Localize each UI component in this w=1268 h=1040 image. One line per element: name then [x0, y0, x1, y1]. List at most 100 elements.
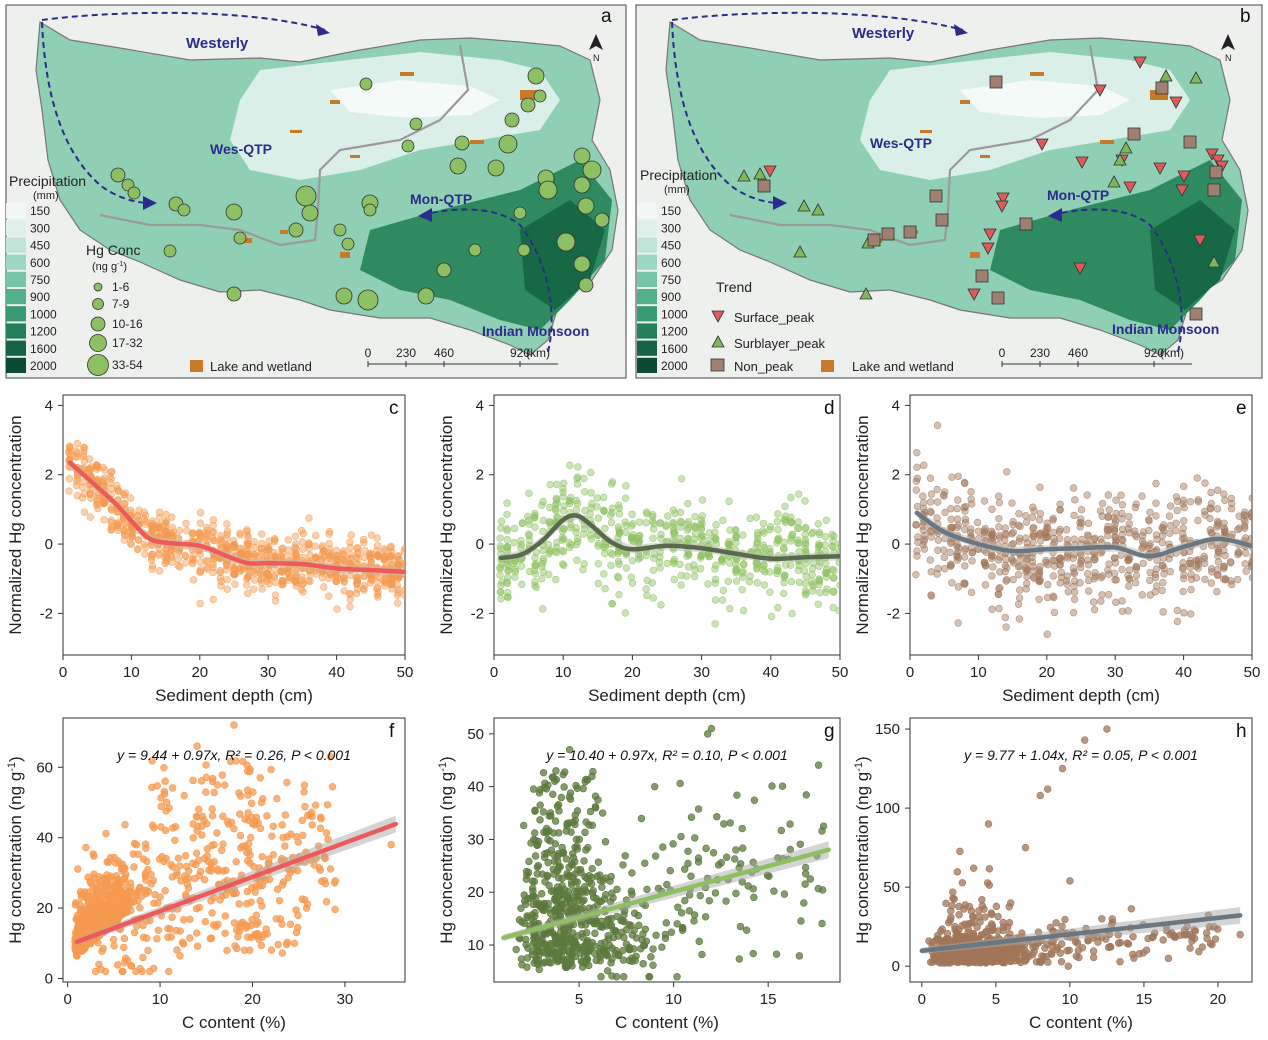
data-point [988, 572, 996, 580]
data-point [662, 919, 671, 927]
data-point [711, 575, 720, 584]
data-point [914, 538, 922, 546]
data-point [622, 551, 631, 559]
data-point [189, 859, 197, 868]
data-point [591, 929, 599, 938]
data-point [733, 791, 741, 799]
data-point [1097, 597, 1105, 605]
data-point [1057, 568, 1065, 577]
data-point [801, 587, 810, 595]
data-point [1152, 531, 1161, 539]
data-point [304, 541, 313, 549]
westerly-arrow-a [41, 11, 326, 31]
data-point [608, 508, 616, 517]
data-point [301, 896, 309, 904]
data-point [573, 807, 582, 815]
panel-letter: d [824, 398, 835, 419]
subsurface-peak-site [859, 287, 873, 300]
data-point [761, 568, 769, 576]
hg-site [288, 222, 304, 238]
data-point [554, 874, 563, 882]
surface-peak-site [981, 242, 995, 255]
data-point [78, 483, 87, 492]
data-point [684, 499, 692, 508]
data-point [1070, 511, 1078, 520]
data-point [690, 535, 698, 543]
data-point [836, 539, 840, 548]
data-point [1158, 586, 1166, 595]
data-point [153, 935, 161, 943]
data-point [114, 487, 123, 495]
data-point [380, 582, 389, 590]
data-point [1118, 501, 1127, 509]
data-point [1214, 548, 1223, 557]
westerly-label-a: Westerly [186, 35, 249, 52]
data-point [573, 842, 581, 850]
data-point [346, 602, 354, 611]
data-point [179, 940, 188, 948]
data-point [608, 550, 617, 559]
data-point [628, 931, 637, 939]
data-point [666, 867, 674, 875]
data-point [1192, 562, 1201, 571]
data-point [381, 579, 390, 587]
data-point [989, 563, 997, 571]
data-point [1056, 500, 1064, 508]
data-point [135, 536, 143, 544]
data-point [161, 826, 170, 835]
data-point [531, 577, 539, 586]
y-tick-label: 2 [892, 467, 900, 484]
data-point [573, 480, 582, 488]
data-point [1214, 558, 1223, 566]
data-point [953, 551, 961, 559]
lakes-a [240, 72, 538, 258]
data-point [519, 821, 528, 830]
hg-legend-circle [87, 354, 109, 376]
data-point [1084, 519, 1093, 528]
data-point [749, 885, 757, 893]
data-point [1159, 578, 1167, 587]
data-point [113, 520, 121, 528]
data-point [649, 534, 657, 542]
data-point [1104, 491, 1113, 499]
data-point [1014, 521, 1023, 529]
data-point [988, 505, 996, 513]
data-point [270, 549, 278, 557]
lake-label-a: Lake and wetland [210, 359, 312, 374]
y-tick-label: 50 [883, 879, 900, 896]
data-point [919, 526, 927, 534]
data-point [958, 879, 967, 887]
data-point [221, 781, 229, 789]
data-point [511, 573, 519, 581]
precip-class-label: 750 [30, 273, 50, 287]
data-point [1049, 572, 1058, 580]
data-point [1173, 506, 1181, 515]
data-point [251, 569, 259, 577]
data-point [815, 528, 823, 537]
surface-peak-site [983, 228, 997, 241]
data-point [231, 580, 239, 588]
data-point [607, 518, 616, 527]
data-point [249, 585, 258, 593]
data-point [91, 967, 100, 976]
data-point [1022, 518, 1031, 526]
non-peak-site [975, 269, 989, 283]
data-point [726, 819, 734, 827]
data-point [1001, 524, 1010, 532]
data-point [265, 543, 273, 551]
monsoon-arrow-head-a [418, 208, 432, 222]
data-point [130, 863, 138, 871]
data-point [189, 558, 197, 566]
data-point [79, 478, 87, 486]
data-point [594, 542, 602, 550]
precip-class-label: 1200 [661, 325, 688, 339]
data-point [967, 488, 975, 496]
data-point [1083, 556, 1092, 564]
data-point [661, 934, 670, 943]
data-point [144, 946, 152, 955]
data-point [1050, 538, 1059, 546]
data-point [208, 805, 216, 813]
data-point [496, 571, 504, 579]
data-point [1145, 515, 1153, 524]
data-point [127, 906, 135, 915]
